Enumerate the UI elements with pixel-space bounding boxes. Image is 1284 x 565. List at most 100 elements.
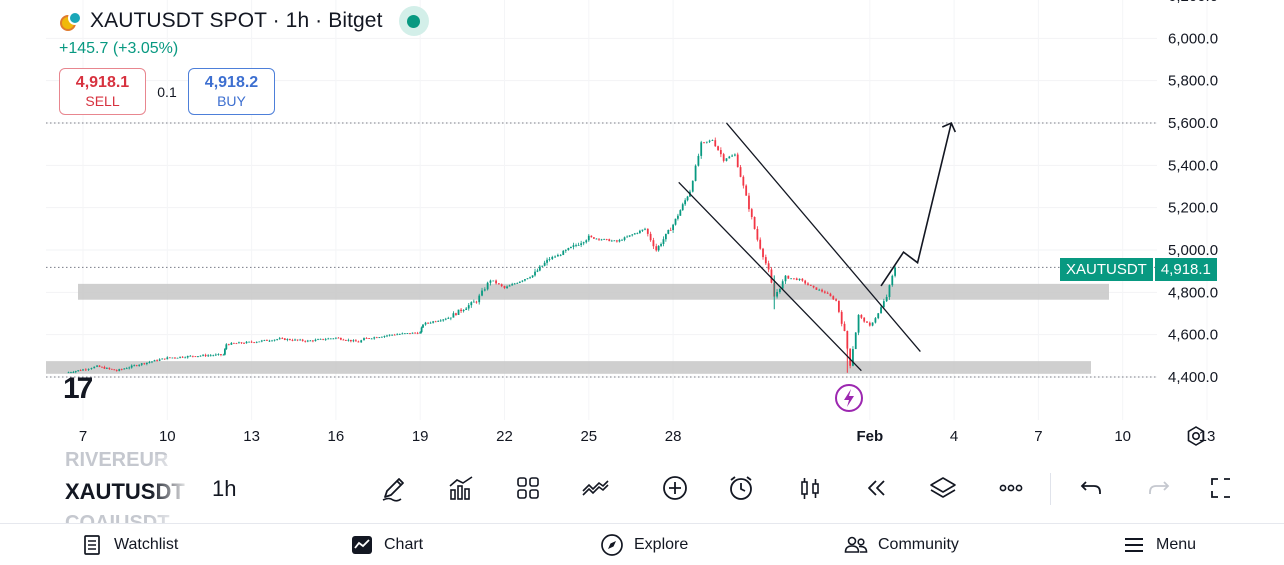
chart-header[interactable]: XAUTUSDT SPOT · 1h · Bitget [60, 6, 429, 36]
fullscreen-icon[interactable] [1206, 471, 1236, 505]
candle-body [852, 349, 854, 366]
redo-icon[interactable] [1142, 471, 1176, 505]
candle-body [603, 238, 606, 240]
candle-body [731, 155, 734, 157]
candle-body [414, 332, 416, 334]
candle-body [559, 254, 562, 256]
candle-body [268, 340, 271, 342]
time-tick-label: Feb [856, 428, 883, 445]
sell-price: 4,918.1 [75, 74, 130, 92]
time-axis[interactable]: 7 10 13 16 19 22 25 28 Feb 4 7 10 13 [79, 428, 1216, 445]
nav-chart[interactable]: Chart [350, 529, 423, 561]
replay-icon[interactable] [859, 471, 893, 505]
candle-body [534, 271, 536, 276]
sell-button[interactable]: 4,918.1 SELL [59, 68, 146, 115]
market-status-icon[interactable] [398, 6, 429, 36]
candle-body [628, 235, 631, 237]
candle-body [258, 341, 261, 343]
candle-body [281, 338, 284, 340]
nav-menu[interactable]: Menu [1122, 529, 1196, 561]
candle-body [360, 340, 363, 343]
candle-body [388, 334, 391, 336]
candle-body [700, 142, 703, 156]
candle-body [778, 288, 781, 292]
candle-body [489, 280, 492, 283]
settings-icon[interactable] [1184, 424, 1208, 448]
channel-upper-line[interactable] [725, 122, 921, 353]
candle-body [419, 332, 422, 334]
candle-body [541, 265, 544, 267]
candle-body [79, 370, 82, 372]
buy-button[interactable]: 4,918.2 BUY [188, 68, 275, 115]
candle-body [422, 324, 424, 328]
compass-icon [601, 534, 623, 556]
candle-type-icon[interactable] [793, 471, 827, 505]
price-tick-label: 5,600.0 [1168, 115, 1218, 132]
candle-body [120, 369, 123, 370]
candle-body [722, 154, 725, 161]
candle-body [871, 322, 874, 326]
candle-body [442, 319, 445, 321]
candle-body [130, 365, 133, 368]
candle-body [189, 355, 192, 357]
time-tick-label: 7 [79, 428, 87, 445]
flash-icon[interactable] [835, 384, 863, 412]
candle-body [209, 355, 212, 357]
candle-body [546, 259, 548, 263]
candle-body [278, 338, 281, 340]
candles [67, 137, 896, 374]
indicators-icon[interactable] [444, 471, 478, 505]
symbol-prev[interactable]: RIVEREUR [65, 449, 169, 471]
candle-body [235, 343, 238, 345]
candle-body [681, 204, 684, 211]
candle-body [174, 357, 176, 359]
candle-body [815, 287, 818, 290]
candle-body [317, 339, 319, 341]
nav-explore[interactable]: Explore [600, 529, 688, 561]
candle-body [697, 155, 700, 166]
candle-body [176, 357, 179, 359]
support-zone-lower[interactable] [46, 361, 1091, 374]
apps-grid-icon[interactable] [511, 471, 545, 505]
undo-icon[interactable] [1074, 471, 1108, 505]
candle-body [444, 318, 447, 320]
more-icon[interactable] [994, 471, 1028, 505]
candle-body [691, 180, 694, 192]
layers-icon[interactable] [926, 471, 960, 505]
candle-body [798, 278, 801, 280]
candle-body [273, 339, 276, 341]
price-axis[interactable]: 6,000.0 5,800.0 5,600.0 5,400.0 5,200.0 5,000… [1168, 0, 1218, 386]
support-zone-upper[interactable] [78, 283, 1109, 300]
candle-body [266, 339, 268, 341]
quantity-value[interactable]: 0.1 [157, 83, 177, 100]
projection-arrow[interactable] [880, 122, 953, 287]
compare-icon[interactable] [578, 471, 612, 505]
symbol-title[interactable]: XAUTUSDT SPOT · 1h · Bitget [90, 9, 383, 32]
alert-clock-icon[interactable] [724, 471, 758, 505]
candle-body [432, 321, 435, 323]
buy-price: 4,918.2 [204, 74, 259, 92]
candle-body [115, 370, 118, 372]
drawings[interactable] [678, 121, 957, 372]
candle-body [626, 236, 629, 238]
candle-body [467, 305, 470, 309]
candle-body [644, 228, 646, 230]
candle-body [70, 372, 72, 374]
channel-lower-line[interactable] [678, 181, 862, 372]
interval-selector[interactable]: 1h [212, 476, 237, 501]
draw-pencil-icon[interactable] [377, 471, 411, 505]
candle-body [110, 368, 113, 370]
candle-body [470, 302, 473, 306]
tradingview-logo[interactable]: 17 [63, 372, 93, 405]
dotted-levels [46, 122, 1157, 378]
candle-body [860, 314, 863, 318]
candle-body [657, 245, 660, 251]
candle-body [108, 367, 111, 369]
candle-body [324, 339, 327, 341]
candle-body [472, 301, 475, 303]
price-chart[interactable]: 6,000.0 5,800.0 5,600.0 5,400.0 5,200.0 5,000… [0, 0, 1284, 455]
candle-body [462, 309, 465, 312]
add-icon[interactable] [658, 471, 692, 505]
nav-watchlist[interactable]: Watchlist [80, 529, 178, 561]
nav-community[interactable]: Community [844, 529, 959, 561]
